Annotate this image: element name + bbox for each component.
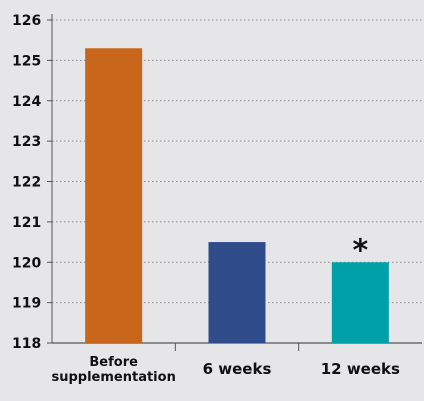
x-category-label: Before	[89, 355, 138, 370]
bars	[85, 48, 389, 343]
annotations: *	[352, 233, 368, 268]
y-tick-label: 126	[12, 13, 41, 29]
significance-asterisk: *	[352, 233, 368, 268]
y-tick-label: 125	[12, 53, 41, 69]
y-tick-label: 120	[12, 255, 41, 271]
x-category-label: 12 weeks	[321, 360, 400, 378]
x-category-label: 6 weeks	[203, 360, 272, 378]
bar	[331, 262, 389, 343]
y-tick-label: 124	[12, 94, 41, 110]
y-tick-label: 118	[12, 336, 41, 352]
y-tick-label: 122	[12, 175, 41, 191]
y-tick-labels: 118 119 120 121 122 123 124 125 126	[12, 13, 41, 352]
bar	[85, 48, 143, 343]
x-category-label: supplementation	[51, 370, 175, 385]
y-tick-label: 121	[12, 215, 41, 231]
y-tick-label: 119	[12, 296, 41, 312]
y-tick-label: 123	[12, 134, 41, 150]
bar	[208, 242, 266, 343]
